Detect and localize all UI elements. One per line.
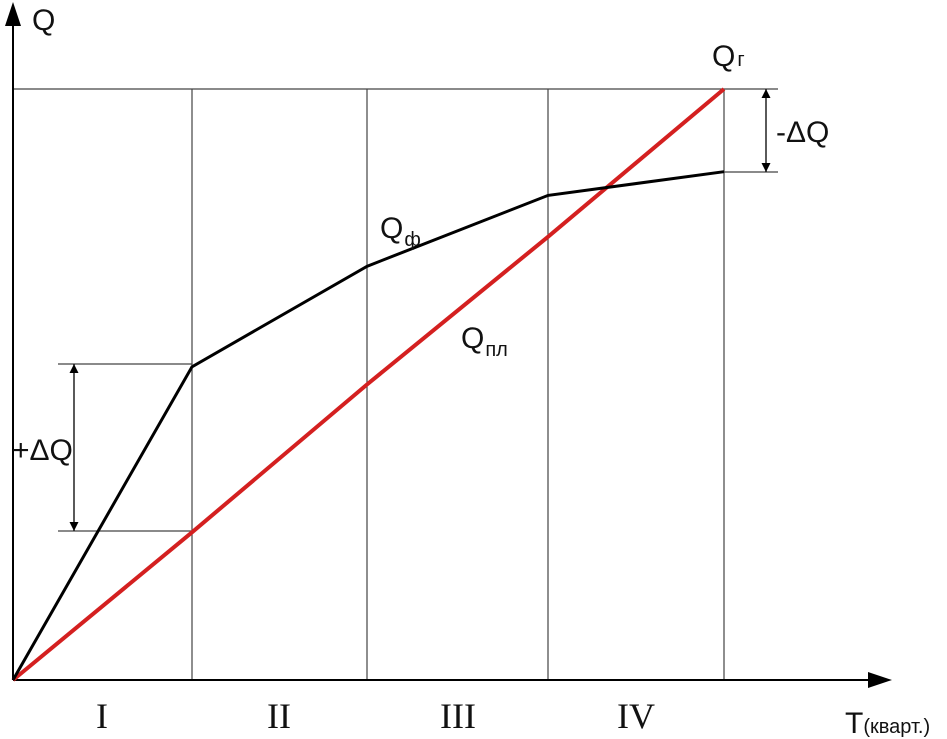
plus-delta-label: +ΔQ <box>12 434 73 467</box>
data-points <box>12 88 725 681</box>
x-axis-arrow <box>868 672 892 688</box>
minus-delta-label: -ΔQ <box>776 116 829 149</box>
series-line-qf <box>11 170 725 681</box>
y-axis-arrow <box>5 2 21 26</box>
y-axis-label: Q <box>32 4 55 37</box>
q-fact-label: Qф <box>380 212 421 251</box>
quarter-label-3: III <box>440 696 476 736</box>
q-plan-label: Qпл <box>461 322 508 361</box>
quarter-label-4: IV <box>617 696 655 736</box>
x-axis-label: T(кварт.) <box>845 707 930 739</box>
quarter-label-1: I <box>96 696 108 736</box>
series-line-qpl <box>11 87 726 682</box>
quarter-label-2: II <box>267 696 291 736</box>
